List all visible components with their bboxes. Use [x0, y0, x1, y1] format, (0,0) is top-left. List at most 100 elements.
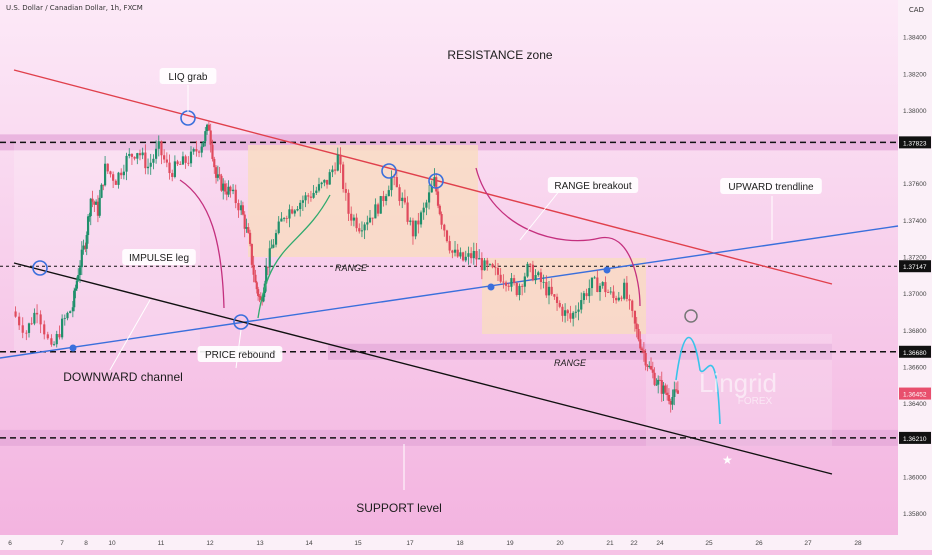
- candle-body: [488, 264, 492, 265]
- pivot-circle: [233, 314, 249, 330]
- candle-body: [88, 216, 91, 217]
- x-tick-label: 6: [8, 540, 12, 547]
- candle-body: [414, 220, 417, 237]
- candle-body: [74, 288, 77, 291]
- candle-body: [472, 250, 475, 259]
- price-tag-bg: [899, 136, 931, 149]
- candle-body: [216, 174, 219, 178]
- candle-body: [491, 264, 494, 268]
- candle-body: [184, 156, 187, 163]
- downward-channel-line: [13, 262, 833, 475]
- candle-body: [676, 390, 679, 394]
- candle-body: [374, 204, 377, 219]
- candle-body: [521, 285, 524, 287]
- candle-body: [398, 187, 401, 202]
- candle-body: [480, 258, 483, 271]
- candle-body: [674, 389, 678, 391]
- x-tick-label: 25: [705, 540, 713, 547]
- candle-body: [89, 198, 92, 217]
- candle-body: [459, 252, 462, 257]
- candle-body: [615, 298, 618, 301]
- candle-body: [435, 177, 438, 192]
- candle-body: [25, 332, 28, 334]
- candle-body: [93, 201, 96, 205]
- candle-body: [261, 299, 264, 302]
- price-tag-label: 1.37147: [903, 264, 927, 271]
- candle-body: [438, 205, 441, 215]
- candle-body: [301, 200, 304, 203]
- price-tag-label: 1.36452: [903, 392, 927, 399]
- candle-body: [163, 155, 166, 160]
- candle-body: [85, 235, 88, 249]
- candle-body: [61, 318, 64, 338]
- candle-body: [574, 311, 577, 313]
- candle-body: [433, 177, 436, 186]
- candle-body: [211, 144, 214, 159]
- candle-body: [328, 172, 331, 185]
- candle-body: [542, 281, 545, 283]
- downward-channel-label: DOWNWARD channel: [63, 370, 183, 384]
- candle-body: [272, 244, 275, 248]
- candle-body: [606, 292, 610, 293]
- candle-body: [144, 152, 147, 169]
- candle-body: [529, 263, 532, 265]
- candle-body: [547, 286, 551, 296]
- candle-body: [102, 184, 105, 186]
- projection-path: [675, 337, 721, 425]
- candle-body: [339, 154, 342, 165]
- x-tick-label: 17: [406, 540, 414, 547]
- candle-body: [39, 314, 42, 325]
- y-tick-label: 1.36400: [903, 401, 927, 408]
- candle-body: [325, 179, 329, 185]
- candle-body: [315, 190, 318, 193]
- candle-body: [588, 288, 591, 297]
- candle-body: [291, 209, 294, 214]
- candle-body: [265, 266, 268, 284]
- candle-body: [569, 313, 572, 319]
- candle-body: [475, 250, 478, 260]
- candle-body: [448, 241, 451, 251]
- range-breakout-label: RANGE breakout: [554, 181, 631, 192]
- candle-body: [642, 350, 645, 353]
- candle-body: [181, 156, 185, 165]
- candle-body: [393, 176, 396, 178]
- candle-body: [604, 282, 607, 293]
- candle-body: [258, 295, 261, 297]
- candle-body: [69, 311, 72, 313]
- candle-body: [572, 312, 575, 319]
- candle-body: [368, 217, 372, 223]
- candle-body: [387, 190, 390, 197]
- candle-body: [46, 334, 49, 339]
- candle-body: [461, 252, 465, 261]
- price-tag-bg: [899, 387, 931, 400]
- candle-body: [436, 191, 440, 206]
- candle-body: [496, 267, 500, 275]
- candle-body: [669, 401, 672, 405]
- candle-body: [430, 185, 433, 193]
- candle-body: [360, 230, 364, 232]
- candle-body: [534, 275, 537, 281]
- candle-body: [176, 161, 179, 165]
- x-tick-label: 28: [854, 540, 862, 547]
- candle-body: [590, 277, 594, 289]
- candle-body: [138, 153, 142, 156]
- candle-body: [206, 124, 209, 132]
- candle-body: [342, 164, 345, 190]
- price-tag-bg: [899, 345, 931, 358]
- candle-body: [539, 272, 543, 283]
- candle-body: [200, 146, 203, 153]
- candle-body: [395, 177, 398, 188]
- x-tick-label: 19: [506, 540, 514, 547]
- candle-body: [288, 209, 291, 219]
- upward-trendline-label-bg: [720, 178, 822, 194]
- candle-body: [218, 174, 221, 176]
- y-tick-label: 1.35800: [903, 511, 927, 518]
- candle-body: [355, 217, 358, 229]
- impulse-leg-label: IMPULSE leg: [129, 253, 189, 264]
- candle-body: [309, 196, 313, 198]
- candle-body: [73, 290, 76, 308]
- candle-body: [240, 205, 243, 211]
- candle-body: [255, 282, 258, 290]
